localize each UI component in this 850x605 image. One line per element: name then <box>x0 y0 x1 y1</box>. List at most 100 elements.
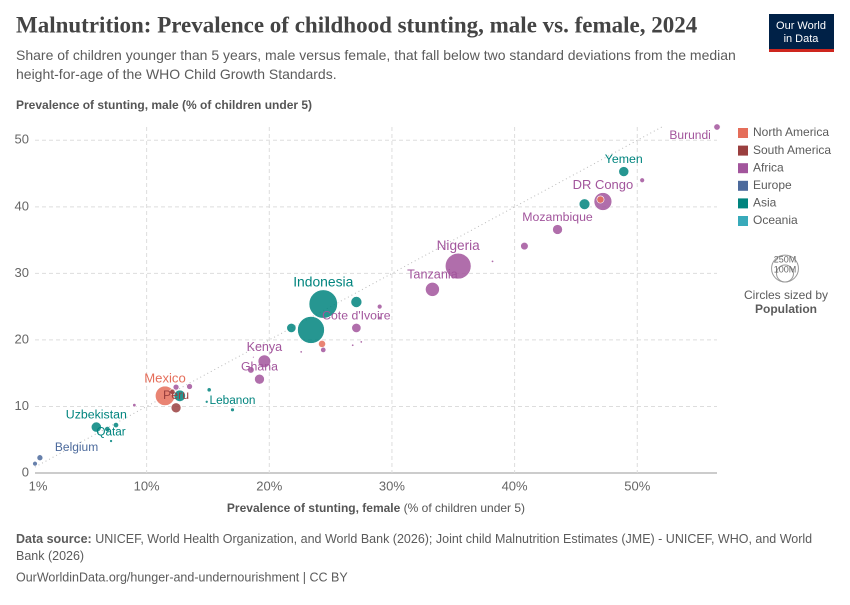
logo-text: Our World <box>776 20 826 32</box>
point <box>639 177 645 183</box>
point <box>359 340 363 344</box>
logo-bar <box>769 49 834 52</box>
point <box>376 303 383 310</box>
footer[interactable]: OurWorldinData.org/hunger-and-undernouri… <box>16 570 348 584</box>
point <box>308 289 338 319</box>
point <box>230 407 235 412</box>
x-axis-label: Prevalence of stunting, female (% of chi… <box>227 501 525 515</box>
y-tick-label: 50 <box>15 132 29 147</box>
legend-label: Africa <box>753 160 784 174</box>
source: Data source: UNICEF, World Health Organi… <box>16 531 816 565</box>
source-label: Data source: <box>16 532 92 546</box>
data-label: Yemen <box>605 152 643 166</box>
data-label: Peru <box>163 388 189 402</box>
point <box>520 242 529 251</box>
x-tick-label: 50% <box>624 478 650 493</box>
point <box>204 400 209 404</box>
point <box>206 387 212 393</box>
data-label: Burundi <box>669 128 710 142</box>
x-tick-label: 20% <box>256 478 282 493</box>
size-legend-label: 250M <box>774 254 797 264</box>
point <box>112 422 119 429</box>
point <box>552 224 563 235</box>
point <box>254 373 265 385</box>
legend-label: South America <box>753 143 831 157</box>
legend-swatch <box>738 180 748 191</box>
point <box>377 315 382 320</box>
legend-swatch <box>738 128 748 138</box>
data-label: Kenya <box>247 340 283 354</box>
x-axis-label-main: Prevalence of stunting, female <box>227 501 401 515</box>
x-tick-label: 30% <box>379 478 405 493</box>
point <box>170 402 182 414</box>
point <box>109 439 113 443</box>
y-tick-label: 40 <box>15 198 29 213</box>
legend-swatch <box>738 216 748 226</box>
reference-line <box>34 126 663 468</box>
data-label: DR Congo <box>573 177 634 192</box>
data-label: Indonesia <box>293 273 353 289</box>
size-legend-circle <box>776 264 794 283</box>
source-box: Data source: UNICEF, World Health Organi… <box>16 531 816 565</box>
point <box>252 356 255 359</box>
data-label: Qatar <box>96 426 125 439</box>
data-label: Nigeria <box>437 238 481 253</box>
data-label: Cote d'Ivoire <box>322 309 391 323</box>
logo-text: in Data <box>784 33 820 45</box>
point <box>351 322 362 333</box>
logo[interactable]: Our World in Data <box>769 14 834 52</box>
size-legend-label: 100M <box>774 264 797 274</box>
size-legend-title: Circles sized by <box>744 288 828 302</box>
point <box>618 166 630 177</box>
data-label: Belgium <box>55 440 98 454</box>
source-text: UNICEF, World Health Organization, and W… <box>16 532 813 563</box>
chart-subtitle: Share of children younger than 5 years, … <box>16 47 736 82</box>
point <box>320 346 327 353</box>
point <box>132 403 137 408</box>
legend-label: Oceania <box>753 213 798 227</box>
point <box>351 343 355 347</box>
point <box>247 366 255 374</box>
data-label: Uzbekistan <box>66 407 127 421</box>
point <box>299 350 303 354</box>
subtitle-box: Share of children younger than 5 years, … <box>16 47 736 82</box>
point <box>36 454 44 461</box>
data-label: Mozambique <box>522 210 593 224</box>
point <box>318 340 326 348</box>
point <box>713 123 721 131</box>
y-tick-label: 10 <box>15 398 29 413</box>
point <box>286 322 297 333</box>
x-axis-label-unit: (% of children under 5) <box>404 501 525 515</box>
legend-label: Asia <box>753 196 777 210</box>
point <box>172 383 180 391</box>
size-legend-variable: Population <box>755 302 817 316</box>
point <box>32 460 38 467</box>
logo-box <box>769 14 834 50</box>
point <box>425 282 440 297</box>
point <box>257 354 271 368</box>
point <box>90 421 102 433</box>
x-tick-label: 1% <box>29 478 48 493</box>
legend-swatch <box>738 198 748 209</box>
data-label: Ghana <box>241 359 278 373</box>
chart-title: Malnutrition: Prevalence of childhood st… <box>16 12 698 37</box>
data-label: Tanzania <box>407 268 459 282</box>
point <box>444 252 472 280</box>
x-tick-label: 10% <box>134 478 160 493</box>
data-label: Lebanon <box>210 393 256 407</box>
legend-label: North America <box>753 125 829 139</box>
point <box>491 259 495 263</box>
y-tick-label: 20 <box>15 331 29 346</box>
legend-swatch <box>738 163 748 174</box>
y-tick-label: 0 <box>22 464 29 479</box>
point <box>186 383 193 390</box>
legend-swatch <box>738 145 748 156</box>
data-label: Mexico <box>144 371 186 386</box>
point <box>578 198 591 210</box>
y-tick-label: 30 <box>15 265 29 280</box>
point <box>173 389 186 402</box>
point <box>596 195 605 204</box>
point <box>169 388 176 395</box>
y-axis-label: Prevalence of stunting, male (% of child… <box>16 98 312 112</box>
legend-label: Europe <box>753 178 792 192</box>
